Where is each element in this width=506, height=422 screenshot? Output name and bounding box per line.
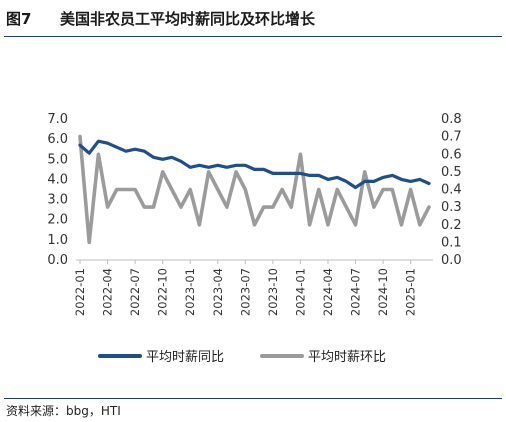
y-left-tick-label: 6.0 [47, 132, 68, 147]
x-tick-label: 2024-07 [349, 268, 363, 316]
y-left-tick-label: 1.0 [47, 233, 68, 248]
y-right-tick-label: 0.6 [441, 147, 462, 162]
x-tick-label: 2022-10 [156, 268, 170, 316]
y-right-tick-label: 0.4 [441, 183, 462, 198]
source-label: 资料来源： [6, 404, 67, 418]
bottom-rule [4, 398, 502, 399]
y-left-tick-label: 3.0 [47, 193, 68, 208]
series-line-mom [78, 134, 431, 245]
x-tick-label: 2025-01 [404, 268, 418, 316]
legend-label-yoy: 平均时薪同比 [146, 350, 224, 365]
y-right-tick-label: 0.2 [441, 218, 462, 233]
x-tick-label: 2022-01 [73, 268, 87, 316]
source-note: 资料来源：bbg，HTI [6, 402, 121, 419]
y-right-tick-label: 0.3 [441, 200, 462, 215]
y-right-tick-label: 0.0 [441, 253, 462, 268]
figure-header: 图7 美国非农员工平均时薪同比及环比增长 [0, 0, 506, 36]
legend-label-mom: 平均时薪环比 [308, 350, 386, 365]
x-tick-label: 2022-04 [101, 268, 115, 316]
y-left-tick-label: 7.0 [47, 112, 68, 127]
x-tick-label: 2024-04 [321, 268, 335, 316]
x-tick-label: 2023-07 [238, 268, 252, 316]
x-tick-label: 2023-10 [266, 268, 280, 316]
y-right-tick-label: 0.1 [441, 235, 462, 250]
x-tick-label: 2023-04 [211, 268, 225, 316]
x-tick-label: 2023-01 [183, 268, 197, 316]
top-rule [4, 36, 502, 37]
x-tick-label: 2024-01 [293, 268, 307, 316]
x-tick-label: 2024-10 [376, 268, 390, 316]
x-tick-label: 2022-07 [128, 268, 142, 316]
y-right-tick-label: 0.5 [441, 165, 462, 180]
y-left-tick-label: 4.0 [47, 172, 68, 187]
figure-number: 图7 [6, 10, 32, 28]
figure-title: 美国非农员工平均时薪同比及环比增长 [60, 10, 316, 28]
y-left-tick-label: 0.0 [47, 253, 68, 268]
y-left-tick-label: 2.0 [47, 213, 68, 228]
series-line-yoy [78, 139, 431, 190]
y-right-tick-label: 0.7 [441, 130, 462, 145]
y-right-tick-label: 0.8 [441, 112, 462, 127]
y-left-tick-label: 5.0 [47, 152, 68, 167]
source-value: bbg，HTI [66, 404, 121, 418]
